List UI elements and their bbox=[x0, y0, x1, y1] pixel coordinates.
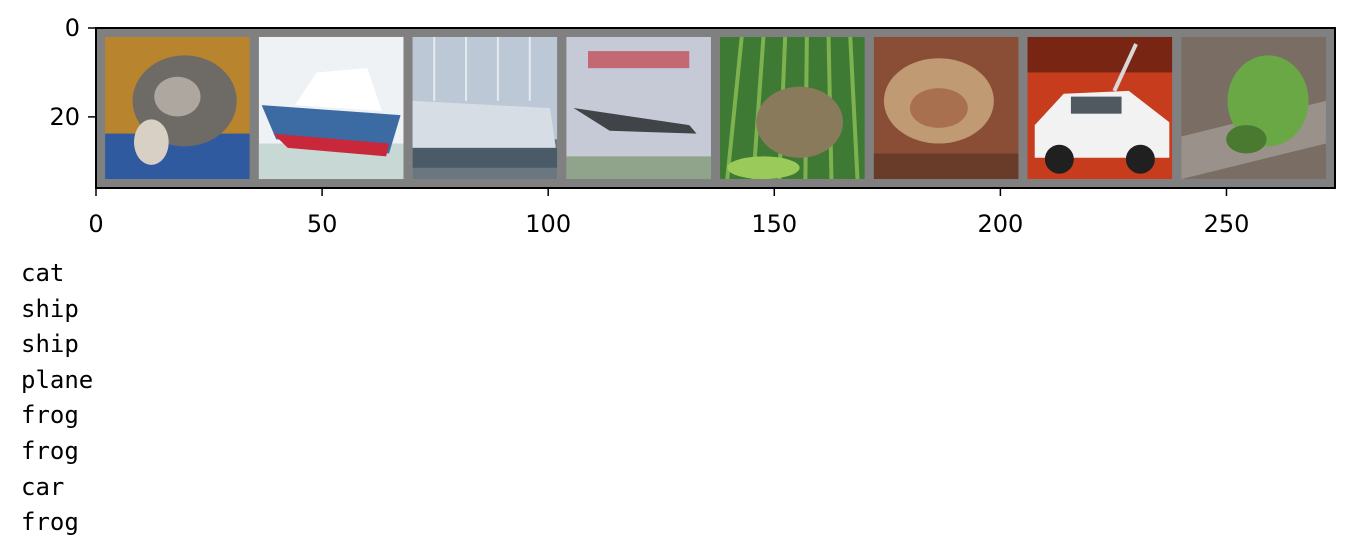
x-tick-label: 100 bbox=[525, 210, 571, 238]
image-grid-plot: 0 50 100 150 200 250 0 20 bbox=[49, 14, 1336, 238]
image-tile-plane bbox=[566, 36, 711, 180]
tile-frog-leg bbox=[1226, 125, 1267, 154]
label-line: car bbox=[21, 472, 65, 501]
label-line: frog bbox=[21, 436, 79, 465]
image-tile-car bbox=[1027, 36, 1173, 180]
tile-grass-blade bbox=[751, 36, 766, 180]
tiles-layer bbox=[96, 28, 1335, 188]
x-tick-label: 50 bbox=[307, 210, 338, 238]
tile-ship-stripe bbox=[412, 147, 558, 168]
tile-shadow bbox=[1027, 36, 1173, 73]
label-line: cat bbox=[21, 259, 65, 287]
tile-cat-paw bbox=[133, 119, 169, 165]
image-tile-cat bbox=[105, 36, 250, 180]
tile-frog-pattern bbox=[909, 88, 968, 128]
tile-plane-body bbox=[573, 108, 697, 134]
label-line: frog bbox=[21, 508, 79, 537]
image-tile-ship bbox=[258, 36, 404, 180]
x-tick-label: 200 bbox=[977, 210, 1023, 238]
tile-car-body bbox=[1034, 90, 1170, 158]
tile-book-title bbox=[587, 51, 690, 69]
predicted-labels-output: cat ship ship plane frog frog car frog bbox=[21, 256, 93, 541]
tile-car-window bbox=[1070, 96, 1122, 114]
tile-leaf bbox=[727, 156, 800, 180]
x-tick-label: 150 bbox=[751, 210, 797, 238]
tile-frog-body bbox=[1227, 55, 1309, 147]
label-line: plane bbox=[21, 365, 94, 394]
label-line: ship bbox=[21, 294, 79, 323]
image-tile-ship bbox=[412, 36, 558, 180]
x-tick-label: 0 bbox=[88, 210, 103, 238]
tile-car-wheel bbox=[1044, 144, 1074, 174]
tile-car-door bbox=[1112, 43, 1138, 92]
label-line: frog bbox=[21, 401, 79, 430]
y-tick-label: 0 bbox=[65, 14, 80, 42]
image-tile-frog bbox=[873, 36, 1019, 180]
tile-ship-cabin bbox=[294, 68, 382, 111]
tile-car-wheel bbox=[1125, 144, 1155, 174]
y-tick-label: 20 bbox=[49, 103, 80, 131]
tile-grass-blade bbox=[848, 36, 860, 180]
tile-cat-face bbox=[154, 76, 201, 117]
axes-frame bbox=[95, 27, 1336, 189]
image-tile-frog bbox=[720, 36, 865, 180]
tile-ground bbox=[873, 153, 1019, 180]
x-tick-label: 250 bbox=[1204, 210, 1250, 238]
tile-ship-stripe bbox=[273, 133, 390, 157]
tile-grass-blade bbox=[725, 36, 744, 180]
axes-layer: 0 50 100 150 200 250 0 20 bbox=[49, 14, 1336, 238]
tile-ground bbox=[566, 156, 711, 180]
label-line: ship bbox=[21, 330, 79, 359]
image-tile-frog bbox=[1181, 36, 1326, 180]
tile-frog-body bbox=[756, 86, 844, 158]
